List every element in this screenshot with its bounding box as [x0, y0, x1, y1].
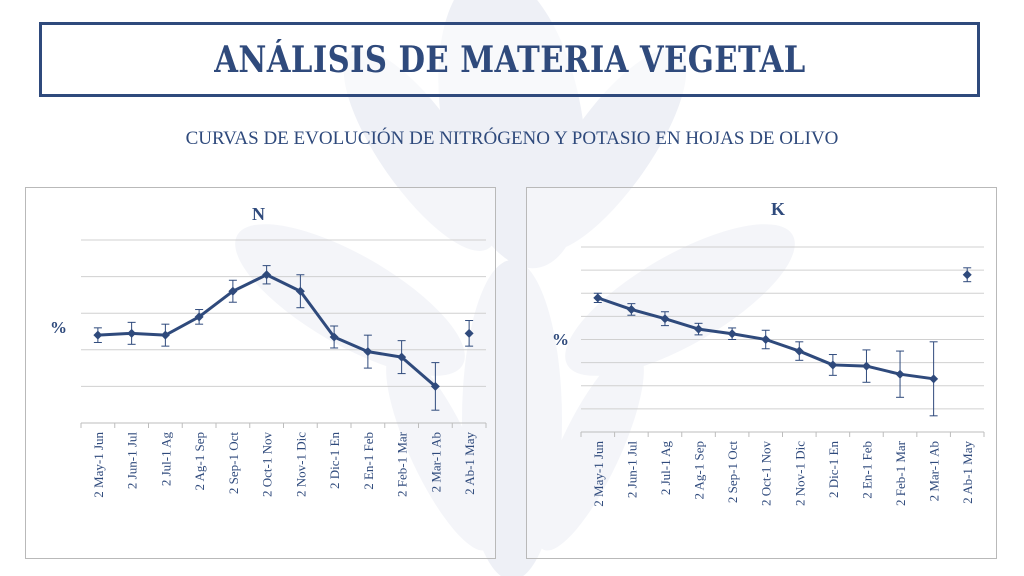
k-tick-label: 2 Mar-1 Ab: [927, 441, 942, 501]
title-box: ANÁLISIS DE MATERIA VEGETAL: [39, 22, 980, 97]
n-tick-label: 2 Nov-1 Dic: [293, 432, 308, 497]
k-tick-label: 2 Feb-1 Mar: [893, 440, 908, 506]
n-data-point: [262, 270, 272, 280]
k-tick-label: 2 Dic-1 En: [826, 441, 841, 499]
k-tick-label: 2 May-1 Jun: [591, 441, 606, 507]
k-tick-label: 2 Jun-1 Jul: [624, 441, 639, 498]
n-data-point: [93, 330, 103, 340]
k-data-point: [593, 293, 603, 303]
n-data-point: [363, 347, 373, 357]
k-tick-label: 2 En-1 Feb: [859, 441, 874, 499]
n-data-point: [295, 286, 305, 296]
chart-k-plot: 2 May-1 Jun 2 Jun-1 Jul 2 Jul-1 Ag 2 Ag-1 S…: [580, 246, 985, 507]
k-data-point: [895, 369, 905, 379]
n-tick-label: 2 Jun-1 Jul: [125, 432, 140, 489]
n-data-point: [160, 330, 170, 340]
n-data-point: [228, 286, 238, 296]
n-series-line: [97, 273, 437, 388]
n-tick-label: 2 Feb-1 Mar: [395, 431, 410, 497]
chart-n-panel: N % 2 May-1 Jun 2 Jun-1 Jul 2 Jul-1 Ag 2 Ag…: [25, 187, 496, 559]
k-tick-label: 2 Ab-1 May: [960, 441, 975, 504]
chart-k-ylabel: %: [552, 330, 569, 349]
n-data-point: [127, 328, 137, 338]
n-tick-label: 2 May-1 Jun: [91, 432, 106, 498]
k-data-point: [694, 324, 704, 334]
chart-n-ylabel: %: [50, 318, 67, 337]
k-data-point: [962, 270, 972, 280]
n-tick-label: 2 Mar-1 Ab: [428, 432, 443, 492]
chart-n-title: N: [252, 204, 265, 224]
n-tick-label: 2 Dic-1 En: [327, 432, 342, 490]
n-data-point: [194, 312, 204, 322]
k-tick-label: 2 Oct-1 Nov: [759, 441, 774, 506]
k-data-point: [861, 361, 871, 371]
n-tick-label: 2 Oct-1 Nov: [260, 432, 275, 497]
n-data-point: [397, 352, 407, 362]
k-tick-label: 2 Sep-1 Oct: [725, 441, 740, 503]
chart-k-panel: K % 2 May-1 Jun 2 Jun-1 Jul 2 Jul-1 Ag 2 Ag…: [526, 187, 997, 559]
n-tick-label: 2 Ab-1 May: [462, 432, 477, 495]
n-data-point: [329, 332, 339, 342]
k-data-point: [761, 335, 771, 344]
page-title: ANÁLISIS DE MATERIA VEGETAL: [213, 38, 806, 81]
n-data-point: [464, 328, 474, 338]
k-data-point: [660, 314, 670, 324]
n-tick-label: 2 Jul-1 Ag: [158, 432, 173, 487]
n-tick-label: 2 Ag-1 Sep: [192, 432, 207, 491]
chart-n-plot: 2 May-1 Jun 2 Jun-1 Jul 2 Jul-1 Ag 2 Ag-1 S…: [80, 239, 487, 498]
k-data-point: [727, 329, 737, 339]
chart-k-title: K: [771, 199, 786, 219]
k-data-point: [929, 374, 939, 384]
n-data-point: [430, 381, 440, 391]
k-data-point: [794, 346, 804, 356]
k-data-point: [828, 360, 838, 370]
k-tick-label: 2 Jul-1 Ag: [658, 441, 673, 496]
page-subtitle: CURVAS DE EVOLUCIÓN DE NITRÓGENO Y POTAS…: [185, 128, 839, 149]
k-data-point: [626, 304, 636, 314]
k-tick-label: 2 Nov-1 Dic: [792, 441, 807, 506]
n-tick-label: 2 En-1 Feb: [361, 432, 376, 490]
n-tick-label: 2 Sep-1 Oct: [226, 432, 241, 494]
k-tick-label: 2 Ag-1 Sep: [692, 441, 707, 500]
